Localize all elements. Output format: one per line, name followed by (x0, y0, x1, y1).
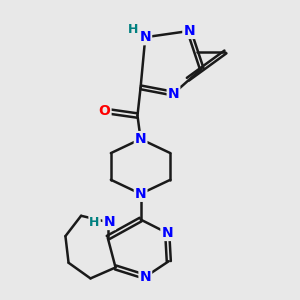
Text: N: N (135, 187, 146, 201)
Text: N: N (161, 226, 173, 240)
Text: N: N (140, 270, 151, 284)
Text: N: N (168, 87, 179, 100)
Text: N: N (135, 132, 146, 146)
Text: N: N (103, 215, 115, 229)
Text: N: N (183, 24, 195, 38)
Text: H: H (89, 215, 100, 229)
Text: N: N (140, 30, 151, 44)
Text: H: H (128, 23, 139, 36)
Text: O: O (99, 104, 110, 118)
